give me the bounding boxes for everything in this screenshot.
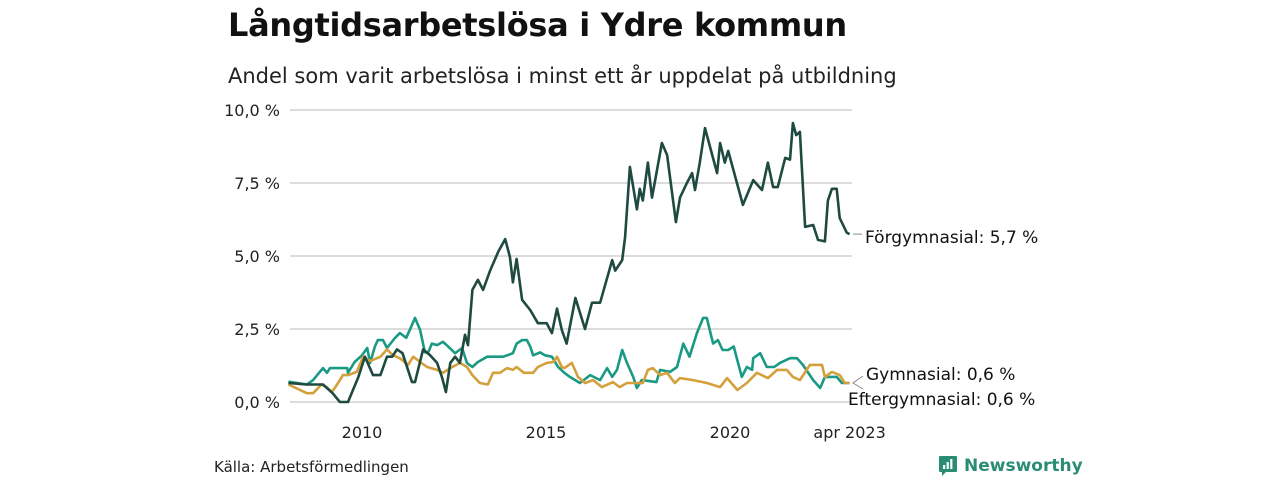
x-tick-label: 2015 bbox=[526, 423, 567, 442]
x-tick-label: 2010 bbox=[342, 423, 383, 442]
y-tick-label: 0,0 % bbox=[234, 393, 280, 412]
y-tick-label: 7,5 % bbox=[234, 174, 280, 193]
x-tick-label: 2020 bbox=[710, 423, 751, 442]
newsworthy-logo-icon bbox=[939, 456, 957, 476]
series-end-label: Förgymnasial: 5,7 % bbox=[865, 228, 1038, 248]
brand-name: Newsworthy bbox=[964, 456, 1083, 476]
brand-logo[interactable]: Newsworthy bbox=[938, 455, 1083, 477]
series-line-förgymnasial bbox=[288, 121, 851, 404]
series-end-label: Gymnasial: 0,6 % bbox=[866, 365, 1015, 385]
y-tick-label: 2,5 % bbox=[234, 320, 280, 339]
chart-title: Långtidsarbetslösa i Ydre kommun bbox=[228, 6, 847, 44]
y-tick-label: 10,0 % bbox=[224, 101, 280, 120]
label-leader bbox=[852, 375, 864, 390]
source-note: Källa: Arbetsförmedlingen bbox=[214, 458, 409, 476]
chart-subtitle: Andel som varit arbetslösa i minst ett å… bbox=[228, 64, 897, 88]
y-tick-label: 5,0 % bbox=[234, 247, 280, 266]
series-end-label: Eftergymnasial: 0,6 % bbox=[848, 390, 1035, 410]
x-tick-label: apr 2023 bbox=[813, 423, 885, 442]
series-line-eftergymnasial bbox=[287, 348, 850, 395]
